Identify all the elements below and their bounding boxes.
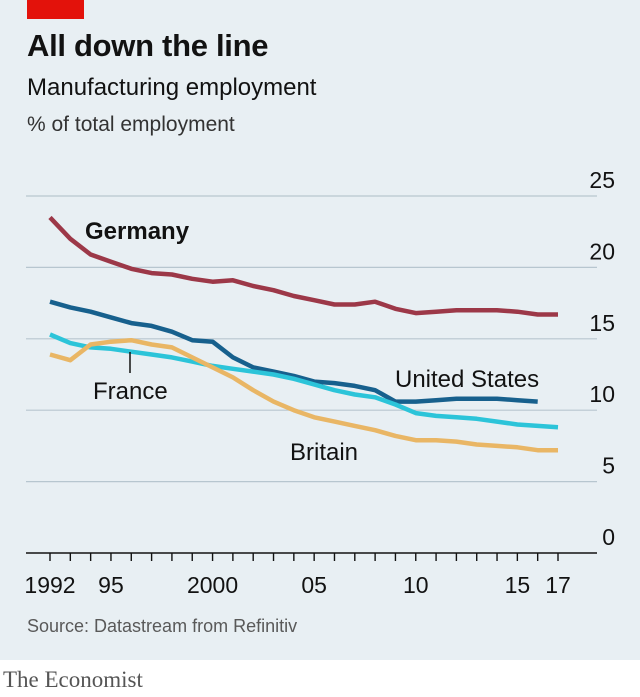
series-line-britain xyxy=(49,337,558,453)
germany-label: Germany xyxy=(85,218,190,245)
y-tick-label: 5 xyxy=(602,453,615,479)
y-tick-label: 10 xyxy=(589,381,615,407)
chart-title: All down the line xyxy=(27,28,269,63)
brand-red-tag xyxy=(27,0,84,19)
x-tick-label: 95 xyxy=(98,572,124,598)
britain-label: Britain xyxy=(290,439,358,466)
x-tick-label: 15 xyxy=(505,572,531,598)
x-tick-label: 05 xyxy=(301,572,327,598)
series-line-france xyxy=(49,332,559,430)
chart-panel: All down the line Manufacturing employme… xyxy=(0,0,640,660)
y-tick-label: 0 xyxy=(602,524,615,550)
series-line-united-states xyxy=(49,299,538,404)
y-tick-label: 25 xyxy=(589,167,615,193)
x-tick-label: 1992 xyxy=(24,572,75,598)
series-labels: Germany United States France Britain xyxy=(85,218,539,466)
series-line-germany xyxy=(48,215,558,317)
series-lines xyxy=(48,215,559,453)
chart-unit-label: % of total employment xyxy=(27,113,235,136)
x-axis: 1992 95 2000 05 10 15 17 xyxy=(24,552,597,598)
united-states-label: United States xyxy=(395,366,539,393)
x-tick-label: 10 xyxy=(403,572,429,598)
chart-subtitle: Manufacturing employment xyxy=(27,74,317,101)
x-tick-label: 17 xyxy=(545,572,571,598)
x-tick-label: 2000 xyxy=(187,572,238,598)
france-label: France xyxy=(93,378,168,405)
y-tick-labels: 0 5 10 15 20 25 xyxy=(589,167,615,550)
source-note: Source: Datastream from Refinitiv xyxy=(27,616,298,636)
y-tick-label: 20 xyxy=(589,238,615,264)
y-tick-label: 15 xyxy=(589,310,615,336)
publisher-logo: The Economist xyxy=(3,667,143,692)
